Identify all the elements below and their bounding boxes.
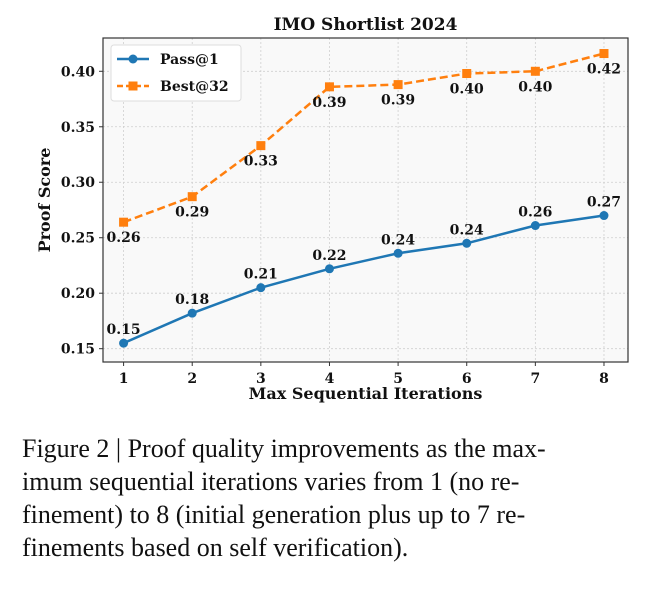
data-label: 0.33 — [244, 154, 278, 170]
x-tick-label: 2 — [187, 371, 197, 387]
series-line-pass-at-1 — [123, 214, 605, 345]
caption-line: finements based on self verification). — [22, 533, 409, 562]
caption-line: imum sequential iterations varies from 1… — [22, 467, 520, 496]
x-tick-label: 4 — [325, 371, 335, 387]
legend-marker — [128, 54, 138, 64]
legend-label: Best@32 — [160, 79, 229, 95]
data-point — [462, 238, 472, 248]
data-label: 0.26 — [518, 205, 552, 221]
caption-line: finement) to 8 (initial generation plus … — [22, 500, 526, 529]
data-label: 0.26 — [107, 230, 141, 246]
y-tick-label: 0.30 — [61, 175, 95, 191]
x-axis-label: Max Sequential Iterations — [249, 384, 483, 403]
data-point — [599, 49, 609, 59]
data-label: 0.24 — [450, 222, 484, 238]
y-tick-label: 0.20 — [61, 286, 95, 302]
data-point — [119, 338, 129, 348]
data-point — [530, 221, 540, 231]
data-point — [256, 141, 266, 151]
y-axis-label: Proof Score — [35, 148, 54, 253]
data-point — [324, 264, 334, 274]
legend-marker — [128, 81, 138, 91]
data-label: 0.24 — [381, 232, 415, 248]
data-point — [462, 69, 472, 79]
x-tick-label: 8 — [599, 371, 609, 387]
data-label: 0.27 — [587, 195, 621, 211]
data-label: 0.40 — [450, 82, 484, 98]
plot-frame — [102, 37, 629, 363]
data-label: 0.42 — [587, 62, 621, 78]
data-point — [393, 248, 403, 258]
data-point — [256, 283, 266, 293]
figure-caption: Figure 2 | Proof quality improvements as… — [22, 432, 652, 564]
data-label: 0.21 — [244, 267, 278, 283]
y-tick-label: 0.35 — [61, 120, 95, 136]
data-point — [324, 82, 334, 92]
x-tick-label: 3 — [256, 371, 266, 387]
y-tick-label: 0.25 — [61, 231, 95, 247]
data-label: 0.22 — [312, 248, 346, 264]
x-tick-label: 5 — [393, 371, 403, 387]
data-label: 0.39 — [381, 93, 415, 109]
x-tick-label: 1 — [119, 371, 129, 387]
y-tick-label: 0.15 — [61, 342, 95, 358]
data-label: 0.15 — [107, 322, 141, 338]
data-point — [187, 192, 197, 202]
data-point — [393, 80, 403, 90]
x-tick-label: 7 — [530, 371, 540, 387]
caption-line: Figure 2 | Proof quality improvements as… — [22, 434, 546, 463]
data-point — [599, 211, 609, 221]
x-tick-label: 6 — [462, 371, 472, 387]
data-point — [530, 66, 540, 76]
data-label: 0.18 — [175, 292, 209, 308]
y-tick-label: 0.40 — [61, 64, 95, 80]
series-line-best-at-32 — [123, 52, 605, 224]
line-chart: 0.15 0.20 0.25 0.30 0.35 0.40 1 2 3 4 5 6 7 8 IMO Shor… — [35, 15, 629, 403]
data-point — [187, 308, 197, 318]
data-point — [119, 217, 129, 227]
legend-label: Pass@1 — [160, 52, 219, 68]
data-label: 0.29 — [175, 205, 209, 221]
data-label: 0.39 — [312, 95, 346, 111]
chart-title: IMO Shortlist 2024 — [274, 15, 458, 35]
data-label: 0.40 — [518, 79, 552, 95]
